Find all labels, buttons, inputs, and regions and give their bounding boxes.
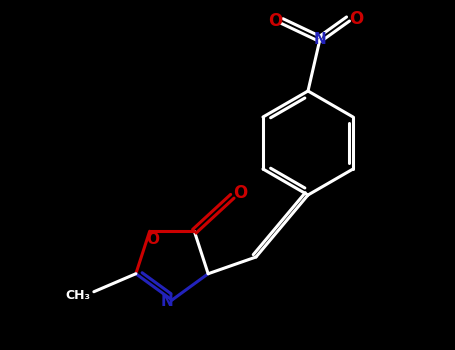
Text: O: O — [268, 12, 282, 30]
Text: O: O — [349, 10, 363, 28]
Text: N: N — [313, 32, 326, 47]
Text: CH₃: CH₃ — [66, 289, 91, 302]
Text: N: N — [161, 294, 173, 309]
Text: O: O — [146, 232, 159, 247]
Text: O: O — [233, 184, 248, 202]
